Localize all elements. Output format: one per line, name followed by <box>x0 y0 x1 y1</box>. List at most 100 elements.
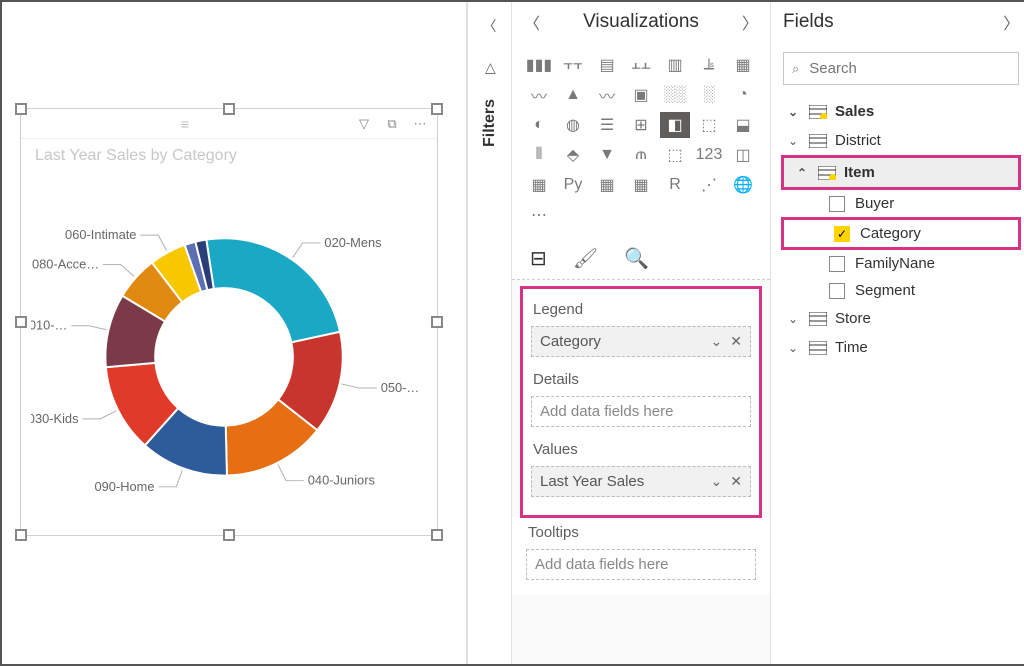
visualizations-title: Visualizations <box>583 11 699 33</box>
fields-tab-icon[interactable]: ⊟ <box>530 246 547 271</box>
filters-pane-collapsed[interactable]: 〈 ▷ Filters <box>468 2 512 664</box>
resize-handle-b[interactable] <box>223 529 235 541</box>
viz-type-icon[interactable]: R <box>660 172 690 198</box>
expand-filters-icon[interactable]: 〈 <box>477 10 503 42</box>
checkbox-unchecked-icon[interactable] <box>829 196 845 212</box>
field-row-familyname[interactable]: FamilyNane <box>775 250 1024 277</box>
donut-chart[interactable]: 020-Mens050-…040-Juniors090-Home030-Kids… <box>31 169 427 525</box>
viz-type-icon[interactable]: ▮▮▮ <box>524 52 554 78</box>
viz-type-icon[interactable]: ▥ <box>660 52 690 78</box>
table-icon <box>809 312 827 326</box>
resize-handle-br[interactable] <box>431 529 443 541</box>
checkbox-unchecked-icon[interactable] <box>829 283 845 299</box>
tooltips-well-label: Tooltips <box>524 518 758 547</box>
report-canvas[interactable]: ≡ ▽ ⧉ ⋯ Last Year Sales by Category 020-… <box>2 2 468 664</box>
viz-type-icon[interactable]: ▦ <box>728 52 758 78</box>
leader-line <box>103 265 134 277</box>
viz-type-icon[interactable]: ◧ <box>660 112 690 138</box>
viz-type-icon[interactable]: ⫡ <box>694 52 724 78</box>
resize-handle-r[interactable] <box>431 316 443 328</box>
legend-field-remove-icon[interactable]: ✕ <box>730 333 742 350</box>
values-field-dropdown-icon[interactable]: ⌄ <box>711 473 723 490</box>
resize-handle-tl[interactable] <box>15 103 27 115</box>
leader-line <box>342 384 377 388</box>
focus-mode-icon[interactable]: ⧉ <box>383 116 401 132</box>
resize-handle-l[interactable] <box>15 316 27 328</box>
filter-icon[interactable]: ▽ <box>355 116 373 132</box>
resize-handle-t[interactable] <box>223 103 235 115</box>
viz-type-icon[interactable]: Py <box>558 172 588 198</box>
viz-type-icon[interactable]: ▦ <box>626 172 656 198</box>
viz-type-icon[interactable]: 🌐 <box>728 172 758 198</box>
legend-field-dropdown-icon[interactable]: ⌄ <box>711 333 723 350</box>
checkbox-unchecked-icon[interactable] <box>829 256 845 272</box>
viz-type-icon[interactable]: 〰 <box>592 82 622 108</box>
viz-type-icon[interactable]: 〰 <box>524 82 554 108</box>
table-label: Time <box>835 339 1017 356</box>
table-row-time[interactable]: ⌄ Time <box>775 333 1024 362</box>
viz-type-icon[interactable]: ⬓ <box>728 112 758 138</box>
viz-type-icon[interactable]: ◫ <box>728 142 758 168</box>
viz-type-icon[interactable]: ░ <box>694 82 724 108</box>
tooltips-well-placeholder[interactable]: Add data fields here <box>526 549 756 580</box>
resize-handle-bl[interactable] <box>15 529 27 541</box>
viz-type-icon[interactable]: ☰ <box>592 112 622 138</box>
viz-type-icon[interactable]: ▣ <box>626 82 656 108</box>
donut-slice[interactable] <box>206 238 340 342</box>
table-badge-icon <box>809 105 827 119</box>
details-well-label: Details <box>529 365 753 394</box>
table-row-sales[interactable]: ⌄ Sales <box>775 97 1024 126</box>
filter-funnel-icon: ▷ <box>481 63 498 74</box>
values-field-remove-icon[interactable]: ✕ <box>730 473 742 490</box>
viz-type-icon[interactable]: ◔ <box>728 82 758 108</box>
analytics-tab-icon[interactable]: 🔍 <box>624 246 649 271</box>
resize-handle-tr[interactable] <box>431 103 443 115</box>
filters-label: Filters <box>481 99 499 147</box>
viz-type-icon[interactable]: ▼ <box>592 142 622 168</box>
viz-type-icon[interactable]: ⫙ <box>626 142 656 168</box>
slice-label: 080-Acce… <box>32 257 99 272</box>
expand-fields-icon[interactable]: 〉 <box>1003 10 1019 34</box>
checkbox-checked-icon[interactable]: ✓ <box>834 226 850 242</box>
item-table-highlight: ⌃ Item <box>781 155 1021 190</box>
viz-type-icon[interactable]: ⬚ <box>660 142 690 168</box>
fields-search[interactable]: ⌕ <box>783 52 1019 85</box>
collapse-viz-icon[interactable]: 〈 <box>524 10 540 34</box>
viz-type-icon[interactable]: ◍ <box>558 112 588 138</box>
format-tab-icon[interactable]: 🖌 <box>573 246 598 271</box>
viz-type-icon[interactable]: ⬘ <box>558 142 588 168</box>
viz-type-icon[interactable]: ▦ <box>592 172 622 198</box>
table-row-district[interactable]: ⌄ District <box>775 126 1024 155</box>
fields-search-input[interactable] <box>807 59 1010 78</box>
viz-type-icon[interactable]: ▤ <box>592 52 622 78</box>
legend-well-field[interactable]: Category ⌄ ✕ <box>531 326 751 357</box>
viz-type-icon[interactable]: ⫴ <box>524 142 554 168</box>
viz-type-icon[interactable]: 123 <box>694 142 724 168</box>
table-icon <box>809 134 827 148</box>
field-row-category[interactable]: ✓ Category <box>784 220 1018 247</box>
viz-type-icon[interactable]: ▦ <box>524 172 554 198</box>
table-row-item[interactable]: ⌃ Item <box>784 158 1018 187</box>
app-root: ≡ ▽ ⧉ ⋯ Last Year Sales by Category 020-… <box>0 0 1024 666</box>
visual-card[interactable]: ≡ ▽ ⧉ ⋯ Last Year Sales by Category 020-… <box>20 108 438 536</box>
field-row-buyer[interactable]: Buyer <box>775 190 1024 217</box>
drag-grip-icon[interactable]: ≡ <box>29 116 345 132</box>
values-field-value: Last Year Sales <box>540 473 644 490</box>
viz-type-icon[interactable]: ⋯ <box>524 202 554 228</box>
more-options-icon[interactable]: ⋯ <box>411 116 429 132</box>
leader-line <box>158 470 182 487</box>
leader-line <box>82 411 116 419</box>
viz-type-icon[interactable]: ⫟⫟ <box>558 52 588 78</box>
viz-type-icon[interactable]: ⬚ <box>694 112 724 138</box>
viz-type-icon[interactable]: ▲ <box>558 82 588 108</box>
viz-type-icon[interactable]: ⫠⫠ <box>626 52 656 78</box>
details-well-placeholder[interactable]: Add data fields here <box>531 396 751 427</box>
table-row-store[interactable]: ⌄ Store <box>775 304 1024 333</box>
viz-type-icon[interactable]: ⊞ <box>626 112 656 138</box>
expand-viz-icon[interactable]: 〉 <box>742 10 758 34</box>
field-row-segment[interactable]: Segment <box>775 277 1024 304</box>
viz-type-icon[interactable]: ◐ <box>524 112 554 138</box>
viz-type-icon[interactable]: ░░ <box>660 82 690 108</box>
viz-type-icon[interactable]: ⋰ <box>694 172 724 198</box>
values-well-field[interactable]: Last Year Sales ⌄ ✕ <box>531 466 751 497</box>
